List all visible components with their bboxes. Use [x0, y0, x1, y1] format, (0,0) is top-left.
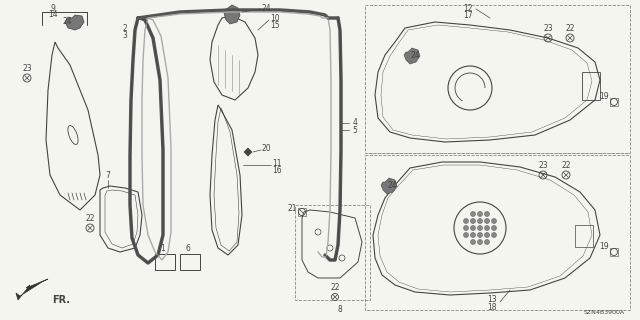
Text: 17: 17 [463, 11, 473, 20]
Text: 5: 5 [353, 125, 357, 134]
Text: SZN4B3900A: SZN4B3900A [584, 309, 625, 315]
Text: 24: 24 [410, 51, 420, 60]
Circle shape [463, 226, 468, 230]
Polygon shape [381, 178, 397, 194]
Polygon shape [224, 5, 240, 24]
Text: 20: 20 [262, 143, 271, 153]
Text: 10: 10 [270, 13, 280, 22]
Text: 23: 23 [538, 161, 548, 170]
Text: 24: 24 [262, 4, 271, 12]
Bar [365, 5, 630, 153]
Text: 23: 23 [22, 63, 32, 73]
Circle shape [477, 219, 483, 223]
Text: 12: 12 [463, 4, 473, 12]
Circle shape [470, 212, 476, 217]
Text: 24: 24 [387, 180, 397, 189]
Text: 23: 23 [543, 23, 553, 33]
Text: 2: 2 [123, 23, 127, 33]
Bar [365, 155, 630, 310]
Text: 7: 7 [106, 171, 111, 180]
Text: 14: 14 [48, 10, 58, 19]
Text: 19: 19 [600, 242, 609, 251]
Text: 9: 9 [51, 4, 56, 12]
Text: 19: 19 [600, 92, 609, 100]
Circle shape [470, 233, 476, 237]
Circle shape [477, 212, 483, 217]
Bar [180, 254, 200, 270]
Circle shape [477, 233, 483, 237]
Polygon shape [244, 148, 252, 156]
Circle shape [492, 219, 497, 223]
Circle shape [492, 233, 497, 237]
Text: 22: 22 [565, 23, 575, 33]
Bar [155, 254, 175, 270]
Circle shape [477, 226, 483, 230]
Text: 24: 24 [62, 17, 72, 26]
Text: 11: 11 [272, 158, 282, 167]
Bar [610, 98, 618, 106]
Polygon shape [65, 15, 84, 30]
Text: 18: 18 [487, 302, 497, 311]
Bar [575, 225, 593, 247]
Text: FR.: FR. [52, 295, 70, 305]
Text: 4: 4 [353, 117, 357, 126]
Circle shape [484, 219, 490, 223]
Text: 22: 22 [330, 284, 340, 292]
Text: 6: 6 [186, 244, 191, 252]
Text: 22: 22 [85, 213, 95, 222]
Text: 1: 1 [161, 244, 165, 252]
Polygon shape [404, 48, 420, 64]
Circle shape [470, 219, 476, 223]
Circle shape [484, 226, 490, 230]
Text: 8: 8 [338, 306, 342, 315]
Text: 3: 3 [123, 30, 127, 39]
Circle shape [470, 226, 476, 230]
Text: 15: 15 [270, 20, 280, 29]
Bar [610, 248, 618, 256]
Circle shape [463, 233, 468, 237]
Circle shape [484, 212, 490, 217]
Circle shape [484, 239, 490, 244]
Text: 13: 13 [487, 295, 497, 305]
Bar [295, 205, 370, 300]
Text: 22: 22 [561, 161, 571, 170]
Bar [298, 208, 306, 216]
Circle shape [463, 219, 468, 223]
Text: 21: 21 [287, 204, 297, 212]
Text: 16: 16 [272, 165, 282, 174]
Circle shape [470, 239, 476, 244]
Polygon shape [16, 279, 48, 300]
Circle shape [477, 239, 483, 244]
Bar [582, 72, 600, 100]
Circle shape [492, 226, 497, 230]
Circle shape [484, 233, 490, 237]
